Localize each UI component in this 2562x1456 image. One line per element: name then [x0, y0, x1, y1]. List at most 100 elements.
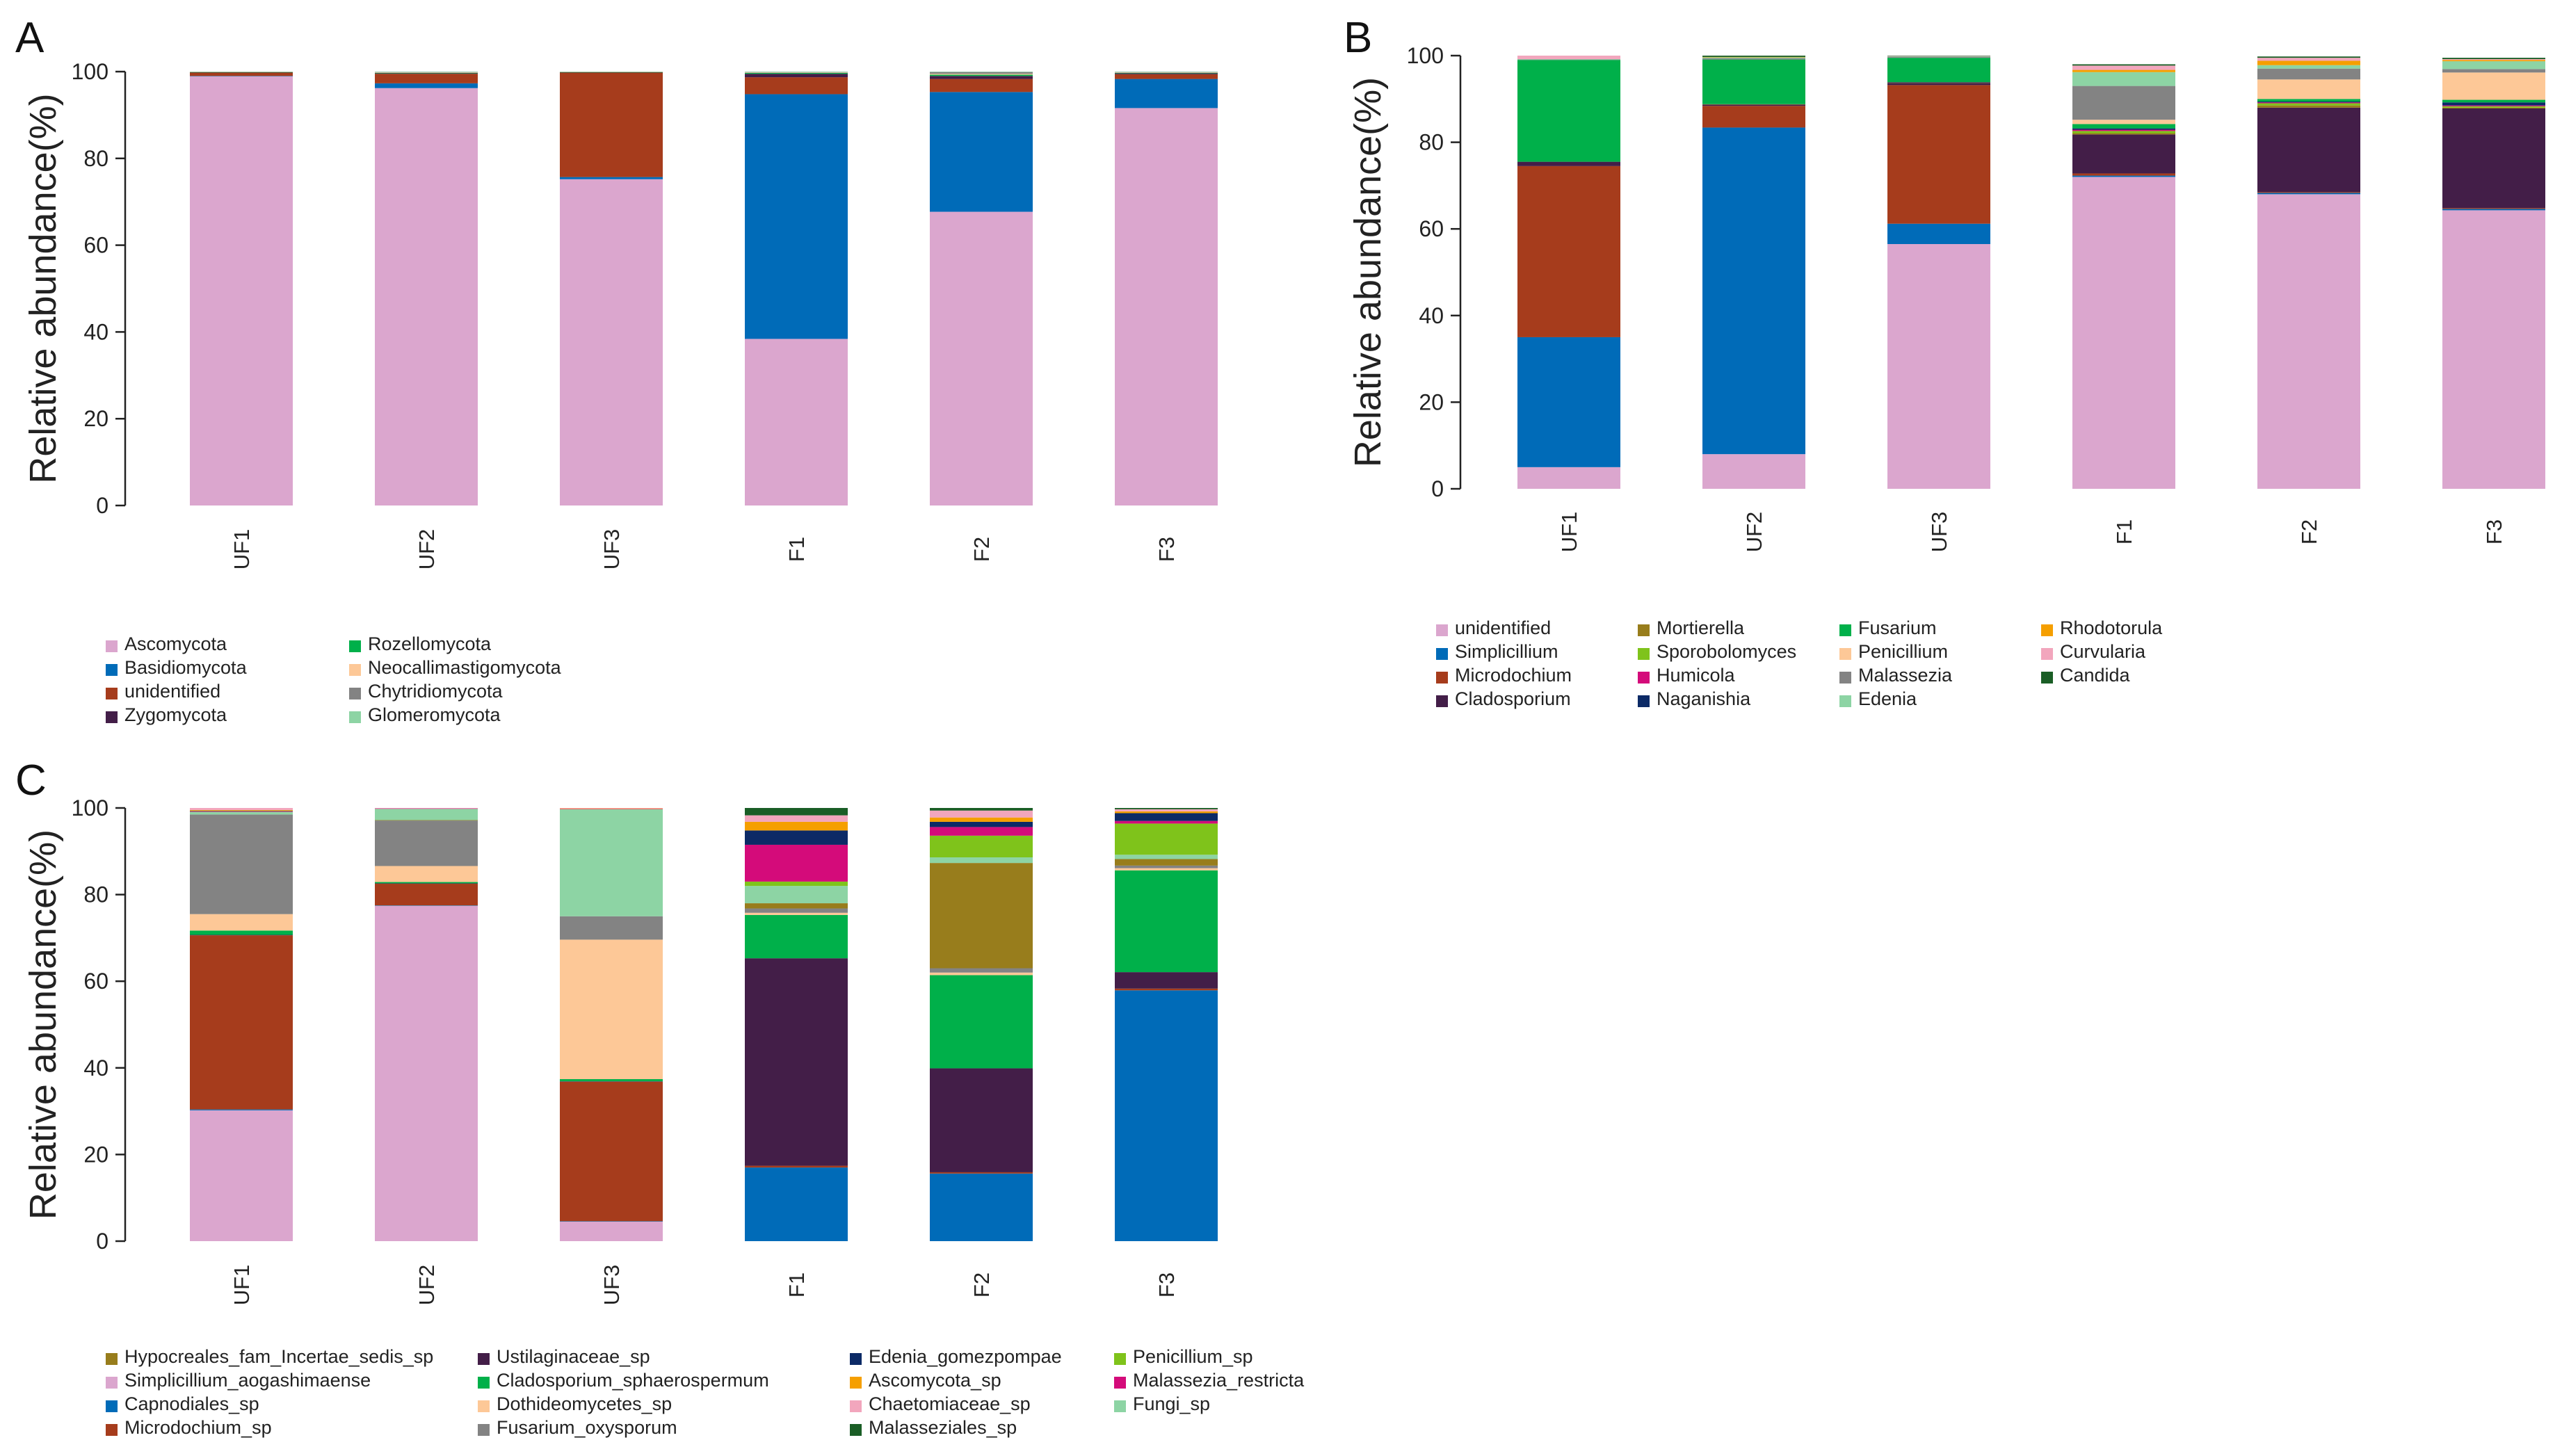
bar-segment-f2-basidiomycota — [930, 92, 1033, 212]
legend-item-capnodiales-sp: Capnodiales_sp — [124, 1393, 259, 1414]
bar-segment-uf2-edenia — [1702, 57, 1805, 58]
bar-segment-uf2-mortierella — [1702, 104, 1805, 105]
chart-panel-b: B Relative abundance(%) 0 20 40 60 80 100 UF1 UF2… — [1344, 14, 2545, 709]
bar-segment-f3-hypocreales-fam-incertae-sedis-sp — [1115, 859, 1218, 866]
bar-segment-f2-ascomycota-sp — [930, 817, 1033, 822]
legend-swatch — [349, 640, 361, 652]
y-tick-label: 40 — [1419, 303, 1444, 328]
bar-segment-f3-edenia — [2442, 61, 2545, 70]
legend-swatch — [2041, 672, 2053, 683]
bar-segment-uf1-malassezia-restricta — [190, 811, 293, 812]
bar-segment-f3-microdochium-sp — [1115, 988, 1218, 991]
bar-segment-f1-neocallimastigomycota — [745, 72, 848, 73]
legend-item-edenia-gomezpompae: Edenia_gomezpompae — [869, 1346, 1062, 1367]
x-tick-label: F1 — [784, 1272, 809, 1297]
bar-segment-uf1-curvularia — [1517, 56, 1620, 59]
bar-segment-f2-fungi-sp — [930, 857, 1033, 864]
bar-segment-f2-fusarium-oxysporum — [930, 968, 1033, 973]
bar-segment-f3-rhodotorula — [2442, 60, 2545, 62]
y-axis-label: Relative abundance(%) — [22, 93, 64, 483]
y-tick-label: 80 — [83, 882, 108, 907]
bar-segment-f1-unidentified — [745, 77, 848, 95]
legend-swatch — [1436, 695, 1448, 707]
bar-segment-f2-cladosporium-sphaerospermum — [930, 975, 1033, 1069]
bar-segment-f2-ascomycota — [930, 211, 1033, 505]
bar-segment-uf1-simplicillium-aogashimaense — [190, 1110, 293, 1241]
bar-segment-f1-chaetomiaceae-sp — [745, 815, 848, 822]
legend: Ascomycota Basidiomycota unidentifiedZygom… — [106, 633, 562, 725]
bar-segment-uf3-malassezia — [1887, 56, 1990, 58]
bar-segment-f1-ascomycota-sp — [745, 821, 848, 831]
y-tick-label: 100 — [72, 795, 108, 820]
x-tick-label: F3 — [1154, 537, 1179, 562]
bar-segment-uf3-rozellomycota — [560, 72, 663, 73]
legend-item-simplicillium: Simplicillium — [1455, 641, 1558, 662]
x-tick-label: F3 — [1154, 1272, 1179, 1297]
bar-segment-f1-malassezia-restricta — [745, 844, 848, 882]
x-tick-label: UF2 — [414, 1265, 439, 1306]
bar-segment-f1-chytridiomycota — [745, 72, 848, 73]
bar-segment-uf3-edenia — [1887, 56, 1990, 57]
bar-segment-uf3-unidentified — [1887, 244, 1990, 489]
x-tick-label: F1 — [2112, 519, 2136, 544]
bar-segment-f1-candida — [2072, 64, 2175, 66]
legend-item-fusarium: Fusarium — [1858, 617, 1937, 638]
x-tick-label: UF1 — [229, 529, 254, 570]
bar-segment-uf1-fusarium — [1517, 60, 1620, 162]
legend-swatch — [478, 1424, 490, 1436]
y-tick-label: 20 — [83, 406, 108, 431]
y-tick-label: 0 — [1431, 476, 1444, 501]
bar-segment-f3-rozellomycota — [1115, 72, 1218, 74]
bar-segment-f2-edenia — [2257, 65, 2360, 69]
bar-segment-f1-penicillium-sp — [745, 881, 848, 887]
bar-segment-uf3-cladosporium — [1887, 83, 1990, 86]
bar-segment-f1-rozellomycota — [745, 72, 848, 74]
bar-segment-f3-edenia-gomezpompae — [1115, 813, 1218, 821]
legend-item-hypocreales-fam-incertae-sedis-sp: Hypocreales_fam_Incertae_sedis_sp — [124, 1346, 433, 1367]
bar-segment-f2-edenia-gomezpompae — [930, 821, 1033, 827]
bar-segment-f2-curvularia — [2257, 58, 2360, 61]
bar-segment-uf1-dothideomycetes-sp — [190, 914, 293, 931]
panel-letter: B — [1344, 14, 1372, 62]
bar-segment-f1-penicillium — [2072, 120, 2175, 124]
bar-segment-f3-fusarium — [2442, 99, 2545, 103]
bar-segment-uf3-fungi-sp — [560, 809, 663, 916]
bar-segment-f3-malassezia — [2442, 69, 2545, 73]
bar-segment-uf3-simplicillium — [1887, 223, 1990, 245]
bar-segment-uf2-rozellomycota — [375, 72, 478, 74]
y-tick-label: 0 — [96, 493, 108, 518]
bar-segment-f2-rozellomycota — [930, 74, 1033, 76]
bar-segment-f2-unidentified — [2257, 194, 2360, 489]
bar-segment-uf3-fusarium-oxysporum — [560, 916, 663, 940]
bar-segment-uf2-fusarium — [1702, 59, 1805, 104]
bar-segment-f1-malasseziales-sp — [745, 808, 848, 816]
legend-item-penicillium: Penicillium — [1858, 641, 1948, 662]
legend-swatch — [1114, 1400, 1126, 1412]
y-tick-label: 100 — [1407, 43, 1444, 68]
bar-segment-uf2-candida — [1702, 56, 1805, 57]
bar-segment-uf1-ascomycota-sp — [190, 810, 293, 811]
bar-segment-f3-basidiomycota — [1115, 79, 1218, 108]
bar-segment-f1-microdochium — [2072, 173, 2175, 176]
legend-swatch — [349, 711, 361, 723]
bar-segment-f3-ustilaginaceae-sp — [1115, 972, 1218, 989]
bar-segment-f2-rhodotorula — [2257, 60, 2360, 65]
legend-item-basidiomycota: Basidiomycota — [124, 657, 248, 678]
bar-segment-uf2-fusarium-oxysporum — [375, 820, 478, 866]
y-tick-label: 40 — [83, 319, 108, 344]
bar-segment-f2-sporobolomyces — [2257, 103, 2360, 106]
bar-segment-f1-ascomycota — [745, 339, 848, 505]
legend-swatch — [478, 1377, 490, 1389]
bar-segment-uf2-simplicillium-aogashimaense — [375, 905, 478, 1241]
y-tick-label: 20 — [1419, 389, 1444, 414]
bar-segment-uf1-microdochium — [1517, 165, 1620, 337]
bar-segment-uf2-dothideomycetes-sp — [375, 866, 478, 882]
bar-segment-uf3-capnodiales-sp — [560, 1221, 663, 1222]
legend-item-fungi-sp: Fungi_sp — [1133, 1393, 1210, 1414]
legend-swatch — [1436, 648, 1448, 660]
bar-segment-f1-mortierella — [2072, 133, 2175, 135]
bar-segment-uf3-unidentified — [560, 72, 663, 177]
bar-segment-f3-chaetomiaceae-sp — [1115, 809, 1218, 811]
bar-segment-uf1-ascomycota — [190, 76, 293, 505]
